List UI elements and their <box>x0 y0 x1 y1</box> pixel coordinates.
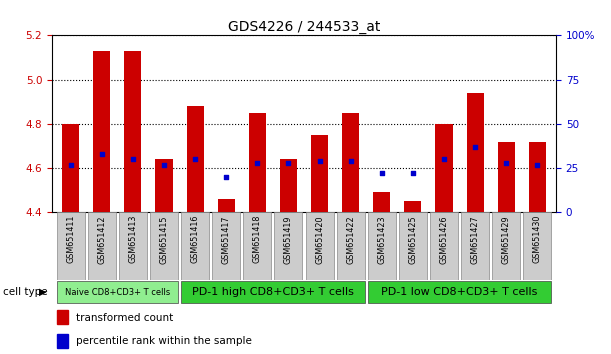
Text: PD-1 high CD8+CD3+ T cells: PD-1 high CD8+CD3+ T cells <box>192 287 354 297</box>
Point <box>470 144 480 150</box>
Point <box>66 162 76 167</box>
Bar <box>498 142 515 212</box>
FancyBboxPatch shape <box>337 212 365 280</box>
Bar <box>62 124 79 212</box>
Bar <box>249 113 266 212</box>
FancyBboxPatch shape <box>243 212 271 280</box>
FancyBboxPatch shape <box>430 212 458 280</box>
Bar <box>404 201 422 212</box>
Text: GSM651412: GSM651412 <box>97 215 106 264</box>
FancyBboxPatch shape <box>181 212 209 280</box>
Bar <box>342 113 359 212</box>
Text: GSM651427: GSM651427 <box>470 215 480 264</box>
Bar <box>57 334 68 348</box>
FancyBboxPatch shape <box>212 212 240 280</box>
Bar <box>124 51 141 212</box>
Point <box>346 158 356 164</box>
FancyBboxPatch shape <box>368 212 396 280</box>
FancyBboxPatch shape <box>57 212 84 280</box>
Bar <box>93 51 110 212</box>
FancyBboxPatch shape <box>461 212 489 280</box>
Text: ▶: ▶ <box>38 287 46 297</box>
Point <box>128 156 137 162</box>
Point <box>377 171 387 176</box>
Bar <box>467 93 484 212</box>
FancyBboxPatch shape <box>119 212 147 280</box>
Text: GSM651423: GSM651423 <box>377 215 386 264</box>
FancyBboxPatch shape <box>368 281 551 303</box>
Text: GSM651418: GSM651418 <box>253 215 262 263</box>
Bar <box>57 310 68 324</box>
Bar <box>280 159 297 212</box>
Point <box>408 171 418 176</box>
Text: transformed count: transformed count <box>76 313 174 323</box>
Point <box>252 160 262 166</box>
Point <box>190 156 200 162</box>
Text: GSM651430: GSM651430 <box>533 215 542 263</box>
FancyBboxPatch shape <box>524 212 551 280</box>
FancyBboxPatch shape <box>274 212 302 280</box>
FancyBboxPatch shape <box>181 281 365 303</box>
Text: GSM651425: GSM651425 <box>408 215 417 264</box>
Point <box>439 156 449 162</box>
Title: GDS4226 / 244533_at: GDS4226 / 244533_at <box>228 21 380 34</box>
Point <box>532 162 542 167</box>
Text: GSM651411: GSM651411 <box>66 215 75 263</box>
Point <box>502 160 511 166</box>
Bar <box>311 135 328 212</box>
Text: GSM651429: GSM651429 <box>502 215 511 264</box>
Bar <box>155 159 172 212</box>
Text: cell type: cell type <box>3 287 48 297</box>
Text: PD-1 low CD8+CD3+ T cells: PD-1 low CD8+CD3+ T cells <box>381 287 538 297</box>
Point <box>97 151 106 157</box>
Text: GSM651413: GSM651413 <box>128 215 137 263</box>
Bar <box>529 142 546 212</box>
FancyBboxPatch shape <box>88 212 115 280</box>
Text: GSM651419: GSM651419 <box>284 215 293 264</box>
Text: GSM651417: GSM651417 <box>222 215 231 264</box>
Text: percentile rank within the sample: percentile rank within the sample <box>76 336 252 346</box>
Text: GSM651416: GSM651416 <box>191 215 200 263</box>
Bar <box>186 106 203 212</box>
Bar <box>436 124 453 212</box>
Bar <box>373 193 390 212</box>
FancyBboxPatch shape <box>399 212 427 280</box>
Text: GSM651415: GSM651415 <box>159 215 169 264</box>
Bar <box>218 199 235 212</box>
Text: Naive CD8+CD3+ T cells: Naive CD8+CD3+ T cells <box>65 287 170 297</box>
Text: GSM651420: GSM651420 <box>315 215 324 264</box>
Text: GSM651422: GSM651422 <box>346 215 355 264</box>
Point <box>284 160 293 166</box>
FancyBboxPatch shape <box>57 281 178 303</box>
FancyBboxPatch shape <box>306 212 334 280</box>
Text: GSM651426: GSM651426 <box>439 215 448 264</box>
FancyBboxPatch shape <box>150 212 178 280</box>
FancyBboxPatch shape <box>492 212 520 280</box>
Point <box>159 162 169 167</box>
Point <box>221 174 231 180</box>
Point <box>315 158 324 164</box>
